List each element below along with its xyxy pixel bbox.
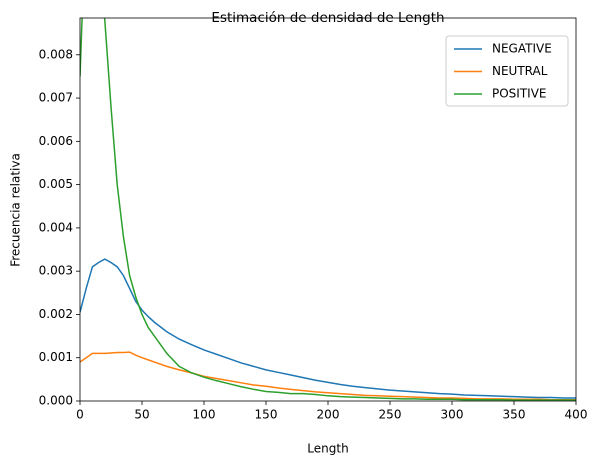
x-tick-label: 250 (379, 408, 402, 422)
series-line (80, 258, 576, 399)
y-tick-label: 0.002 (39, 307, 73, 321)
x-tick-label: 150 (255, 408, 278, 422)
x-tick-label: 300 (441, 408, 464, 422)
plot-lines (80, 18, 576, 401)
legend-label: NEUTRAL (492, 64, 548, 78)
x-tick-label: 350 (503, 408, 526, 422)
legend-box (445, 35, 569, 107)
y-tick-label: 0.008 (39, 47, 73, 61)
x-tick-label: 0 (76, 408, 84, 422)
x-tick-label: 200 (317, 408, 340, 422)
y-tick-label: 0.003 (39, 264, 73, 278)
y-tick-label: 0.006 (39, 134, 73, 148)
legend: NEGATIVE NEUTRAL POSITIVE (445, 35, 569, 107)
y-tick-label: 0.000 (39, 394, 73, 408)
series-line (80, 351, 576, 401)
x-tick-label: 100 (193, 408, 216, 422)
x-axis-label: Length (307, 442, 348, 456)
y-tick-label: 0.001 (39, 350, 73, 364)
y-tick-label: 0.004 (39, 220, 73, 234)
x-tick-label: 50 (134, 408, 149, 422)
y-tick-label: 0.007 (39, 91, 73, 105)
series-line (80, 18, 576, 401)
y-axis-label: Frecuencia relativa (9, 153, 23, 267)
x-tick-label: 400 (565, 408, 588, 422)
y-tick-label: 0.005 (39, 177, 73, 191)
legend-label: NEGATIVE (492, 42, 552, 56)
legend-label: POSITIVE (492, 87, 547, 101)
